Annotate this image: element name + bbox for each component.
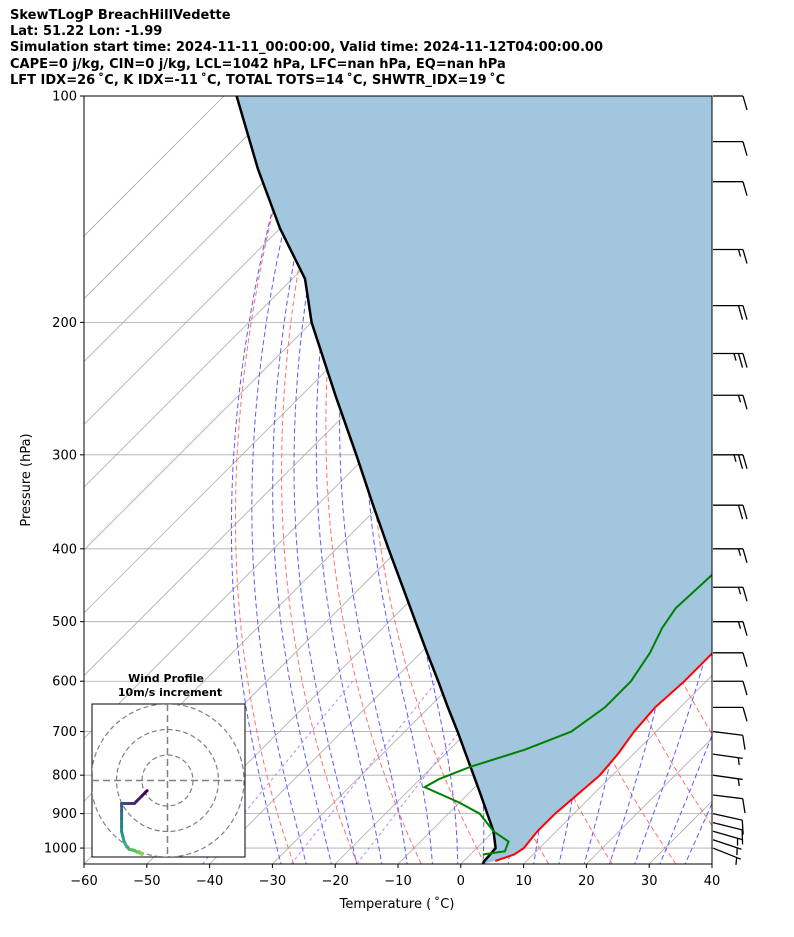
dry-adiabat [727,96,794,864]
wind-barb [712,821,744,845]
hodograph-title: Wind Profile [128,672,204,685]
moist-adiabat [634,96,712,864]
chart-title-line-4: CAPE=0 j/kg, CIN=0 j/kg, LCL=1042 hPa, L… [10,56,506,72]
wind-barb [713,95,748,111]
y-tick-label: 100 [52,90,77,105]
hodograph-subtitle: 10m/s increment [118,686,222,699]
moist-adiabat [315,96,383,864]
x-tick-label: −10 [384,874,411,889]
x-tick-label: −60 [70,874,97,889]
isotherm-line [84,96,288,300]
moist-adiabat [293,96,358,864]
wind-barb [712,839,742,856]
moist-adiabat [272,96,335,864]
wind-barb [712,813,744,835]
chart-title-line-3: Simulation start time: 2024-11-11_00:00:… [10,40,603,56]
wind-barb [713,548,748,563]
y-tick-label: 800 [52,769,77,784]
hodograph-ring [92,704,245,857]
cin-area [236,96,712,864]
x-tick-label: −40 [196,874,223,889]
dry-adiabat [235,96,305,864]
isotherm-line [84,96,350,363]
y-tick-label: 200 [52,316,77,331]
chart-title-line-5: LFT IDX=26 ˚C, K IDX=-11 ˚C, TOTAL TOTS=… [10,72,506,88]
wind-barb [713,706,748,722]
wind-barbs [712,95,748,865]
hodograph-inset: Wind Profile 10m/s increment [91,672,246,858]
temperature-line [494,652,712,862]
x-axis-ticks: −60 −50 −40 −30 −20 −10 0 10 20 30 40 [70,864,720,889]
y-tick-label: 500 [52,615,77,630]
moist-adiabat [659,734,712,864]
y-axis-label: Pressure (hPa) [19,433,34,526]
wind-barb [713,454,748,470]
isotherm-line [84,96,225,237]
wind-barb [713,304,748,320]
wind-barb [712,730,746,750]
x-tick-label: −30 [259,874,286,889]
x-tick-label: 30 [641,874,658,889]
x-tick-label: −20 [321,874,348,889]
y-tick-label: 600 [52,675,77,690]
wind-barb [713,248,748,264]
moist-adiabat [684,802,712,864]
y-tick-label: 900 [52,807,77,822]
dewpoint-line [422,573,712,856]
y-tick-label: 300 [52,448,77,463]
hodograph-plot [92,704,245,857]
wind-barb [713,504,748,520]
x-axis-label: Temperature ( ˚C) [339,896,455,912]
isotherm-line [523,675,712,864]
y-tick-label: 1000 [44,842,77,857]
parcel-profile-line [235,96,497,864]
wind-barb [712,847,742,865]
isotherm-line [711,863,712,864]
dry-adiabat [760,96,794,864]
wind-barb [713,140,748,156]
chart-title-line-1: SkewTLogP BreachHillVedette [10,8,231,23]
x-tick-label: 0 [457,874,465,889]
profile-lines [235,96,712,864]
wind-barb [713,352,748,368]
wind-barb [713,621,748,636]
mixing-ratio-line [290,680,438,864]
moist-adiabat [230,96,306,864]
wind-barb [713,394,748,410]
wind-barb [713,680,748,696]
wind-barb [712,794,746,814]
wind-barb [712,830,743,846]
x-tick-label: 10 [515,874,532,889]
y-tick-label: 700 [52,725,77,740]
x-tick-label: 20 [578,874,595,889]
chart-title-line-2: Lat: 51.22 Lon: -1.99 [10,24,163,40]
wind-barb [712,753,743,766]
y-tick-label: 400 [52,542,77,557]
x-tick-label: 40 [704,874,721,889]
wind-barb [712,774,743,787]
wind-barb [713,586,748,602]
wind-barb [713,652,748,667]
y-axis-ticks: 100 200 300 400 500 600 700 800 900 1000 [44,90,84,857]
moist-adiabat [251,96,320,864]
x-tick-label: −50 [133,874,160,889]
dry-adiabat [281,96,358,864]
cin-shading [236,96,712,864]
chart-header: SkewTLogP BreachHillVedette Lat: 51.22 L… [10,8,603,89]
wind-barb [713,181,748,196]
hodograph-segment [143,789,149,795]
